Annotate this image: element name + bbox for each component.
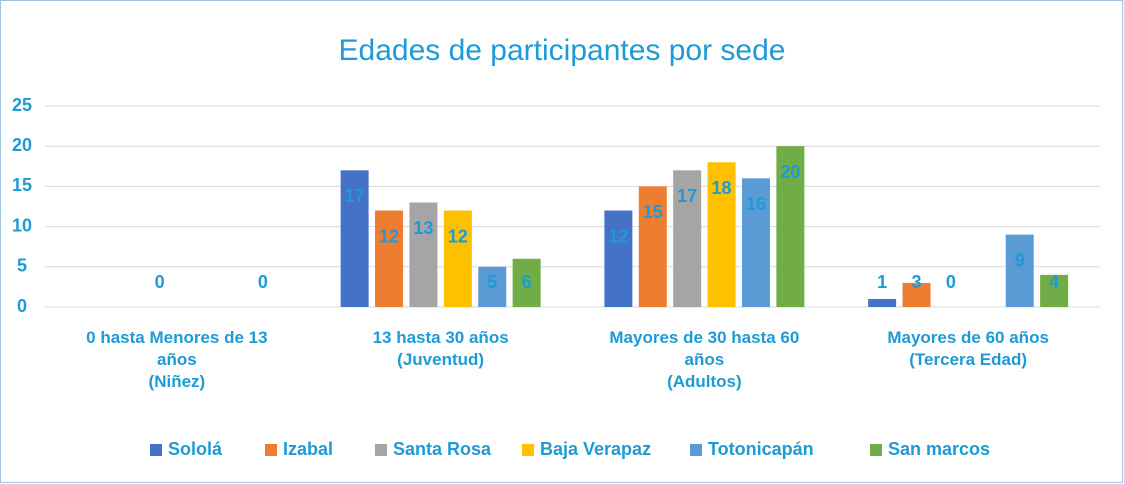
bar	[1040, 274, 1069, 307]
data-label: 12	[448, 226, 468, 246]
data-label: 16	[746, 194, 766, 214]
x-tick-label: Mayores de 30 hasta 60 años (Adultos)	[609, 328, 800, 391]
data-label: 17	[677, 186, 697, 206]
data-label: 18	[712, 178, 732, 198]
bar	[902, 282, 931, 307]
y-tick-label: 15	[12, 175, 32, 195]
y-tick-label: 10	[12, 215, 32, 235]
bar	[604, 210, 633, 307]
data-label: 4	[1049, 272, 1059, 292]
bar	[478, 266, 507, 307]
chart-title: Edades de participantes por sede	[339, 34, 786, 67]
legend-label: Baja Verapaz	[540, 439, 651, 459]
bar	[1005, 234, 1034, 307]
bar	[707, 162, 736, 307]
bar	[868, 298, 897, 307]
legend-swatch	[870, 444, 882, 456]
legend-label: Santa Rosa	[393, 439, 492, 459]
data-label: 5	[487, 272, 497, 292]
bar	[741, 178, 770, 307]
data-label: 9	[1015, 250, 1025, 270]
legend-label: San marcos	[888, 439, 990, 459]
data-label: 6	[522, 272, 532, 292]
data-label: 3	[912, 272, 922, 292]
bar	[340, 170, 369, 307]
legend-swatch	[690, 444, 702, 456]
y-tick-label: 25	[12, 95, 32, 115]
data-label: 0	[258, 272, 268, 292]
legend-swatch	[150, 444, 162, 456]
bar	[409, 202, 438, 307]
bar	[673, 170, 702, 307]
legend-label: Izabal	[283, 439, 333, 459]
data-label: 0	[155, 272, 165, 292]
x-tick-label: Mayores de 60 años (Tercera Edad)	[887, 328, 1049, 369]
legend-swatch	[375, 444, 387, 456]
bar	[443, 210, 472, 307]
legend-label: Sololá	[168, 439, 223, 459]
legend-label: Totonicapán	[708, 439, 814, 459]
bar	[375, 210, 404, 307]
bar	[638, 186, 667, 307]
data-label: 12	[379, 226, 399, 246]
data-label: 15	[643, 202, 663, 222]
x-tick-label: 13 hasta 30 años (Juventud)	[372, 328, 509, 369]
data-label: 13	[413, 218, 433, 238]
x-tick-label: 0 hasta Menores de 13 años (Niñez)	[86, 328, 268, 391]
bar	[776, 146, 805, 307]
y-tick-label: 0	[17, 296, 27, 316]
data-label: 17	[345, 186, 365, 206]
data-label: 0	[946, 272, 956, 292]
bar	[512, 258, 541, 307]
legend-swatch	[265, 444, 277, 456]
legend-swatch	[522, 444, 534, 456]
data-label: 12	[608, 226, 628, 246]
data-label: 20	[780, 162, 800, 182]
y-tick-label: 20	[12, 135, 32, 155]
y-tick-label: 5	[17, 256, 27, 276]
data-label: 1	[877, 272, 887, 292]
